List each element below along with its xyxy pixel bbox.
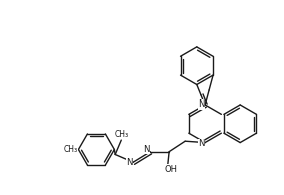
Text: CH₃: CH₃ [64,145,78,154]
Text: N: N [143,145,150,154]
Text: N: N [198,99,205,108]
Text: N: N [126,158,133,167]
Text: N: N [198,139,205,148]
Text: CH₃: CH₃ [115,129,129,138]
Text: OH: OH [164,165,178,174]
Text: N: N [198,100,204,109]
